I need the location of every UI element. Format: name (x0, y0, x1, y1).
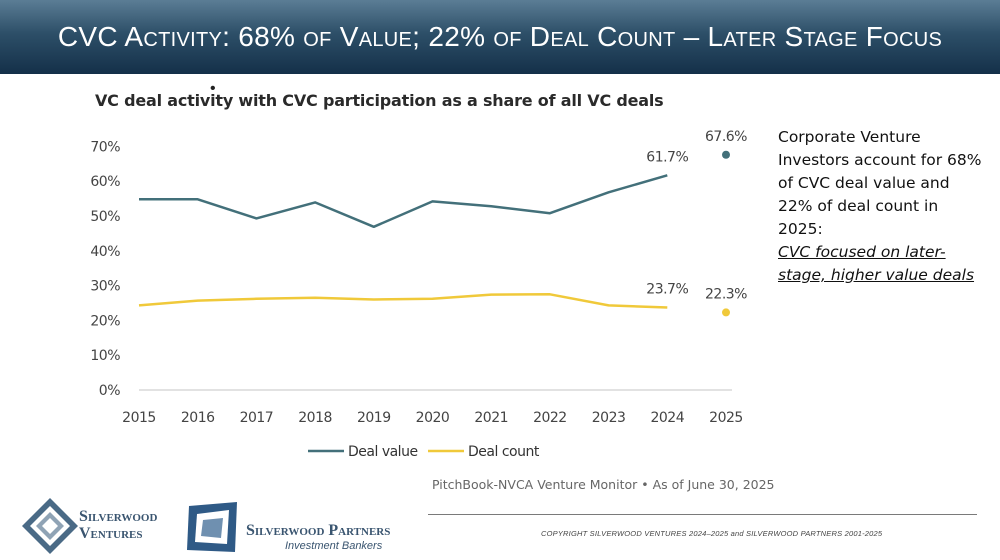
chart-title: VC deal activity with CVC participation … (95, 91, 664, 110)
legend-label: Deal count (468, 444, 540, 460)
slide-title: CVC Activity: 68% of Value; 22% of Deal … (57, 21, 943, 52)
silverwood-partners-logo-text: Silverwood Partners (246, 522, 391, 539)
y-tick-label: 60% (90, 174, 120, 190)
data-label: 67.6% (705, 129, 747, 145)
x-tick-label: 2016 (181, 410, 215, 426)
x-tick-label: 2023 (592, 410, 626, 426)
x-tick-label: 2024 (650, 410, 684, 426)
x-tick-label: 2017 (240, 410, 274, 426)
ventures-logo-line1: Silverwood (79, 508, 158, 525)
data-label: 23.7% (646, 282, 688, 298)
legend-label: Deal value (348, 444, 418, 460)
x-tick-label: 2020 (416, 410, 450, 426)
series-line-1 (138, 293, 668, 309)
side-note: Corporate Venture Investors account for … (778, 126, 983, 287)
source-line: PitchBook-NVCA Venture Monitor • As of J… (432, 477, 775, 492)
y-tick-label: 30% (90, 279, 120, 295)
footer-divider (428, 514, 977, 515)
data-label: 22.3% (705, 286, 747, 302)
x-tick-label: 2015 (122, 410, 156, 426)
side-note-emphasis: CVC focused on later-stage, higher value… (778, 243, 975, 284)
title-bar: CVC Activity: 68% of Value; 22% of Deal … (0, 0, 1000, 74)
x-tick-label: 2025 (709, 410, 743, 426)
silverwood-ventures-logo-text: Silverwood Ventures (79, 508, 157, 542)
x-tick-label: 2018 (298, 410, 332, 426)
series-point-0 (722, 150, 730, 159)
y-tick-label: 50% (90, 209, 120, 225)
data-label: 61.7% (646, 149, 688, 165)
series-line-0 (139, 174, 668, 229)
silverwood-ventures-logo-icon (22, 498, 78, 554)
silverwood-partners-logo-subtitle: Investment Bankers (285, 540, 383, 552)
side-note-body: Corporate Venture Investors account for … (778, 128, 982, 238)
silverwood-partners-logo-icon (187, 502, 237, 552)
series-point-1 (722, 308, 730, 317)
y-tick-label: 0% (99, 383, 120, 399)
ventures-logo-line2: Ventures (79, 525, 143, 542)
x-tick-label: 2019 (357, 410, 391, 426)
y-tick-label: 20% (90, 313, 120, 329)
y-tick-label: 70% (90, 139, 120, 155)
stray-mark: • (210, 80, 216, 97)
y-tick-label: 10% (90, 348, 120, 364)
copyright: COPYRIGHT SILVERWOOD VENTURES 2024–2025 … (541, 529, 883, 538)
x-tick-label: 2021 (474, 410, 508, 426)
x-tick-label: 2022 (533, 410, 567, 426)
y-tick-label: 40% (90, 244, 120, 260)
